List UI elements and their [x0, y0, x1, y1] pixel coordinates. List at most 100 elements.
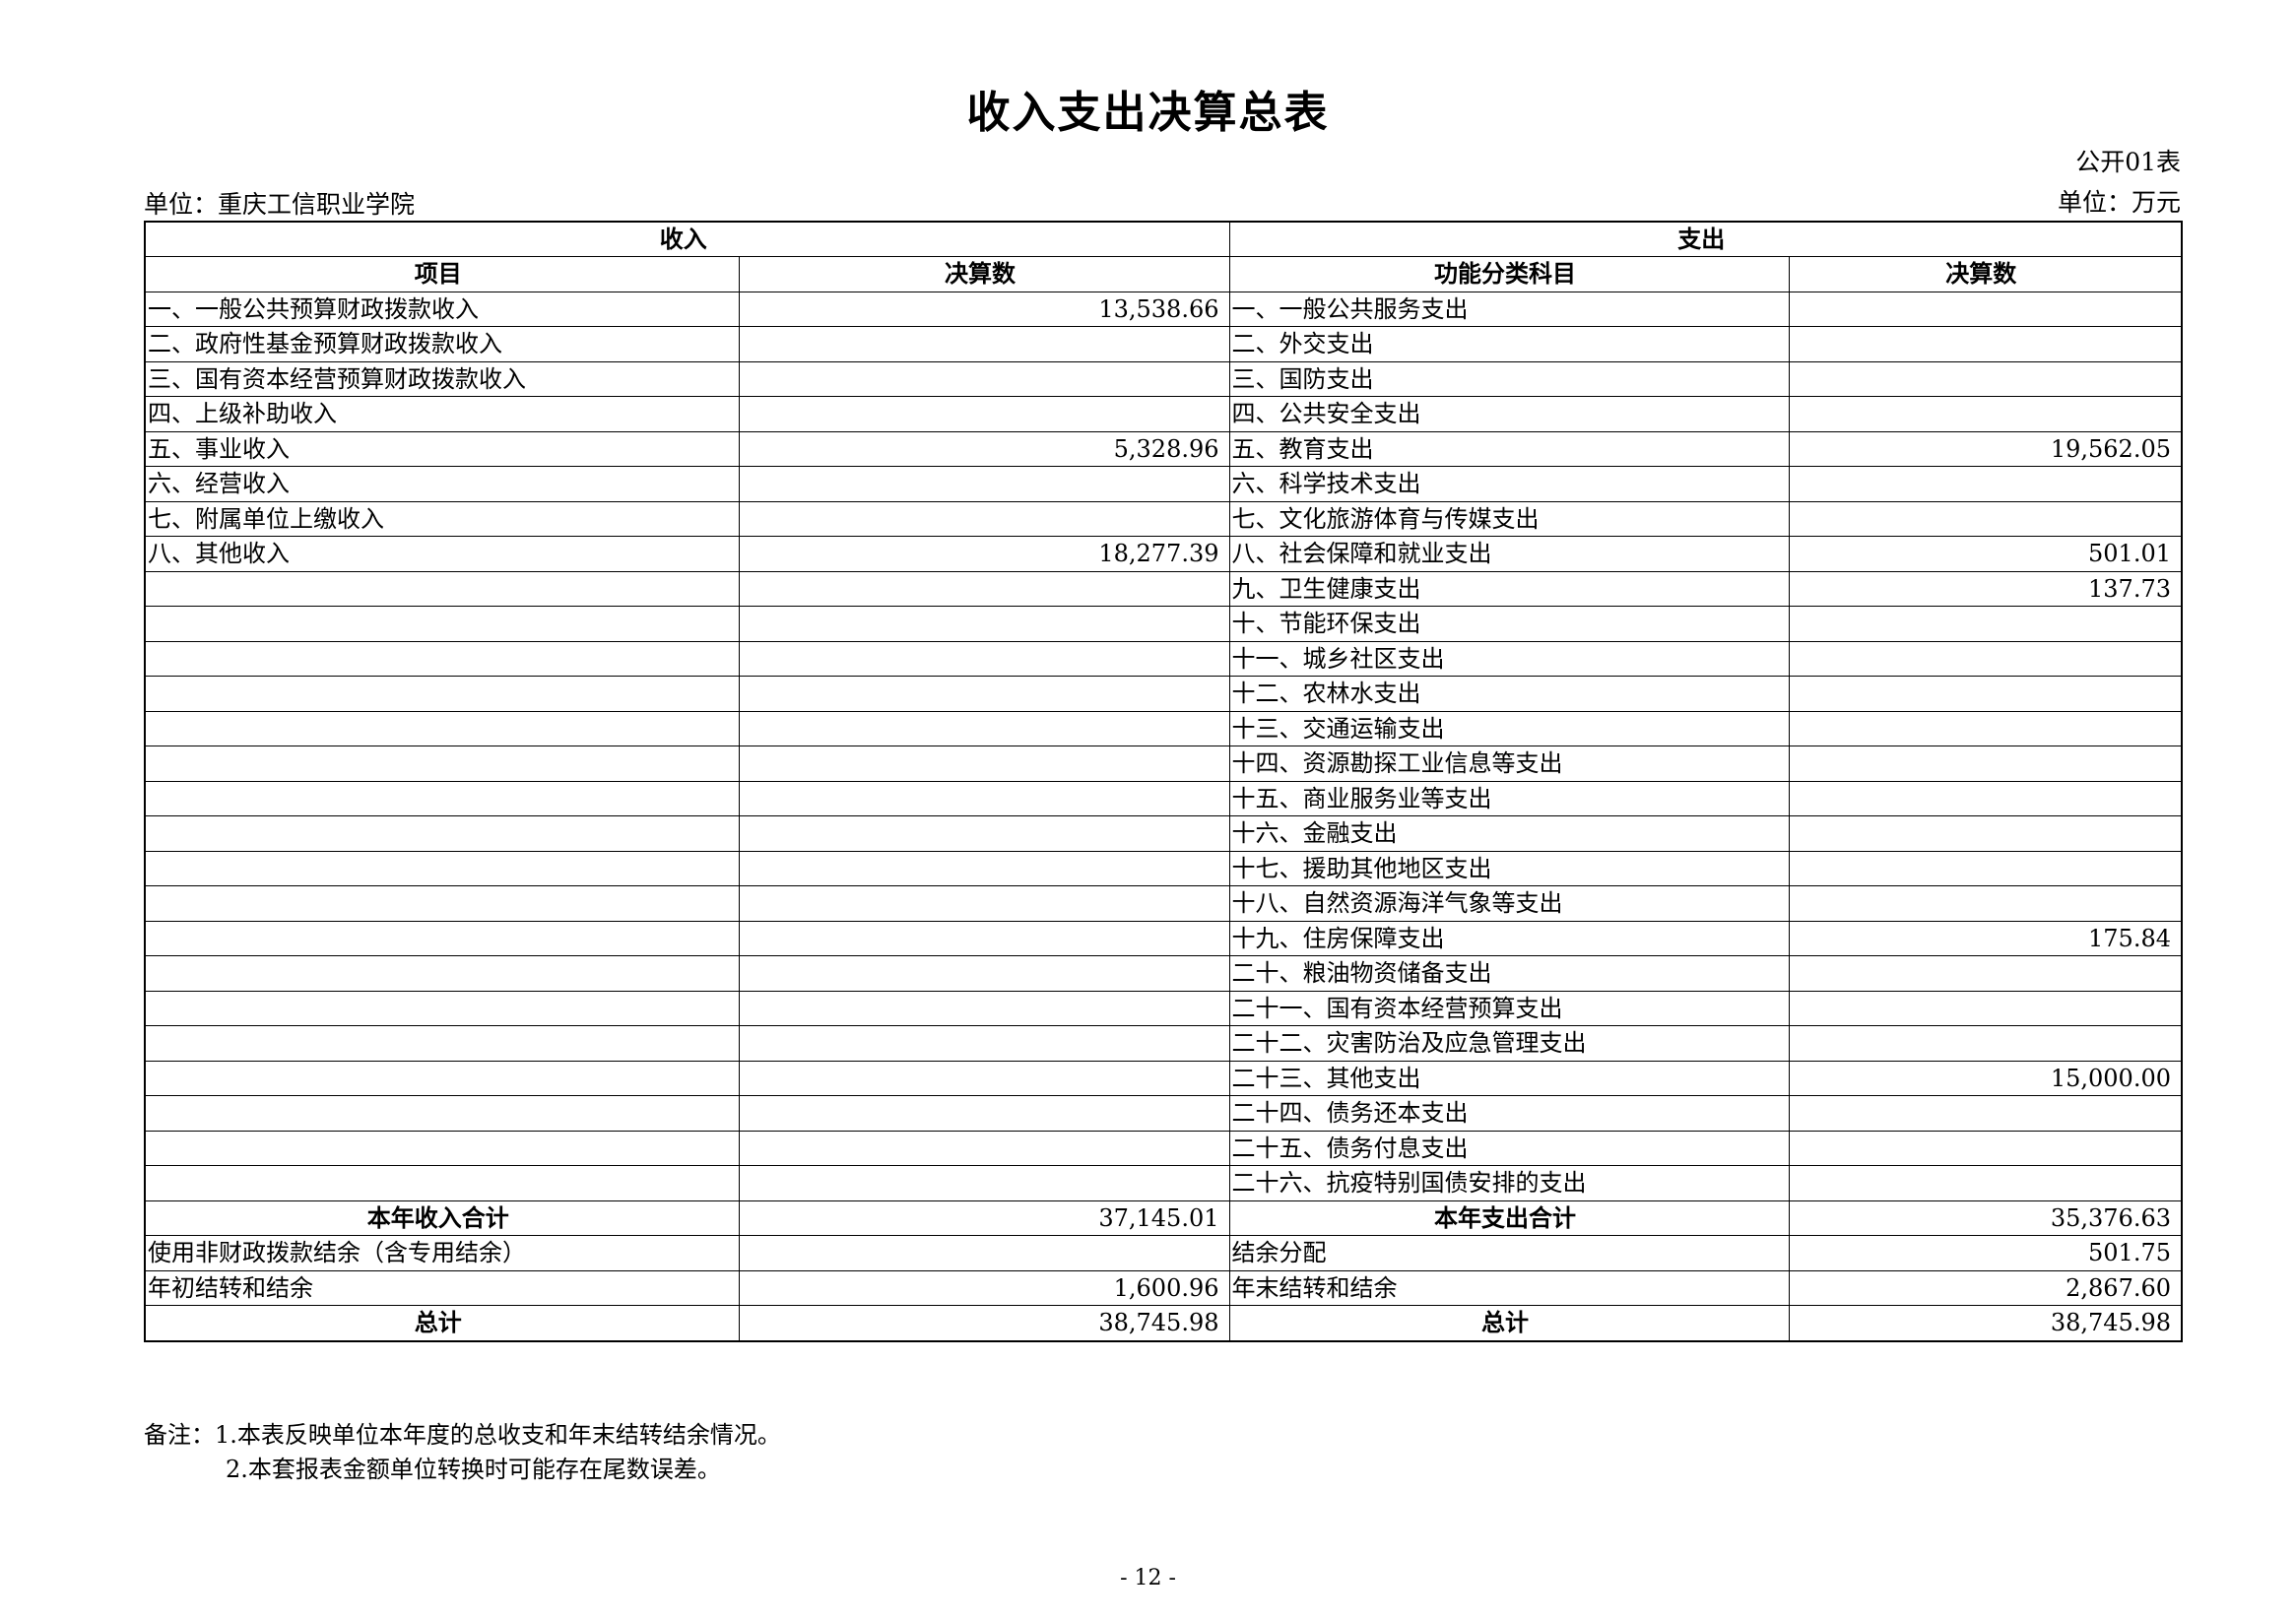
- summary-row: 总计 38,745.98 总计 38,745.98: [144, 1305, 2183, 1341]
- table-row: 一、一般公共预算财政拨款收入 13,538.66 一、一般公共服务支出: [144, 291, 2183, 327]
- income-amount: [738, 850, 1230, 886]
- expense-item: 三、国防支出: [1228, 360, 1790, 397]
- expense-amount: [1788, 990, 2183, 1026]
- income-item: 五、事业收入: [144, 430, 740, 467]
- expense-amount: [1788, 326, 2183, 362]
- expense-amount: [1788, 1095, 2183, 1132]
- income-item: [144, 710, 740, 746]
- expense-item: 六、科学技术支出: [1228, 466, 1790, 502]
- expense-item: 十四、资源勘探工业信息等支出: [1228, 746, 1790, 782]
- income-item: 八、其他收入: [144, 536, 740, 572]
- table-row: 十、节能环保支出: [144, 606, 2183, 642]
- expense-amount: [1788, 466, 2183, 502]
- expense-item: 十三、交通运输支出: [1228, 710, 1790, 746]
- summary-income-label: 年初结转和结余: [144, 1269, 740, 1306]
- summary-income-amount: 38,745.98: [738, 1305, 1230, 1341]
- income-item-header: 项目: [144, 256, 740, 292]
- note-1: 备注：1.本表反映单位本年度的总收支和年末结转结余情况。: [144, 1421, 781, 1449]
- table-row: 六、经营收入 六、科学技术支出: [144, 466, 2183, 502]
- table-row: 十六、金融支出: [144, 815, 2183, 852]
- summary-expense-label: 本年支出合计: [1228, 1200, 1790, 1236]
- summary-income-label: 总计: [144, 1305, 740, 1341]
- income-amount: 13,538.66: [738, 291, 1230, 327]
- expense-amount: 175.84: [1788, 920, 2183, 956]
- expense-item: 二十二、灾害防治及应急管理支出: [1228, 1025, 1790, 1062]
- summary-row: 使用非财政拨款结余（含专用结余） 结余分配 501.75: [144, 1235, 2183, 1271]
- table-row: 十四、资源勘探工业信息等支出: [144, 746, 2183, 782]
- income-amount: [738, 606, 1230, 642]
- income-item: [144, 1025, 740, 1062]
- expense-amount: [1788, 640, 2183, 677]
- income-amount: 18,277.39: [738, 536, 1230, 572]
- income-item: 六、经营收入: [144, 466, 740, 502]
- income-item: [144, 815, 740, 852]
- page-title: 收入支出决算总表: [966, 88, 1330, 138]
- income-amount-header: 决算数: [738, 256, 1230, 292]
- income-item: [144, 920, 740, 956]
- income-item: 三、国有资本经营预算财政拨款收入: [144, 360, 740, 397]
- summary-expense-amount: 2,867.60: [1788, 1269, 2183, 1306]
- income-item: 四、上级补助收入: [144, 396, 740, 432]
- income-amount: [738, 326, 1230, 362]
- expense-amount: 501.01: [1788, 536, 2183, 572]
- table-row: 二、政府性基金预算财政拨款收入 二、外交支出: [144, 326, 2183, 362]
- income-amount: [738, 500, 1230, 537]
- income-expense-table: 收入 支出 项目 决算数 功能分类科目 决算数 一、一般公共预算财政拨款收入 13…: [144, 221, 2183, 1342]
- income-amount: [738, 885, 1230, 922]
- expense-item: 七、文化旅游体育与传媒支出: [1228, 500, 1790, 537]
- summary-expense-amount: 35,376.63: [1788, 1200, 2183, 1236]
- income-item: [144, 640, 740, 677]
- expense-amount: [1788, 1165, 2183, 1201]
- income-amount: [738, 466, 1230, 502]
- income-item: [144, 1165, 740, 1201]
- summary-income-label: 本年收入合计: [144, 1200, 740, 1236]
- table-row: 二十三、其他支出 15,000.00: [144, 1060, 2183, 1096]
- expense-item: 十五、商业服务业等支出: [1228, 780, 1790, 816]
- expense-amount: 15,000.00: [1788, 1060, 2183, 1096]
- summary-expense-amount: 501.75: [1788, 1235, 2183, 1271]
- income-item: 七、附属单位上缴收入: [144, 500, 740, 537]
- expense-amount: [1788, 885, 2183, 922]
- expense-amount: [1788, 1130, 2183, 1166]
- summary-income-amount: [738, 1235, 1230, 1271]
- income-amount: [738, 780, 1230, 816]
- income-amount: [738, 676, 1230, 712]
- table-row: 十二、农林水支出: [144, 676, 2183, 712]
- expense-amount: [1788, 746, 2183, 782]
- table-row: 七、附属单位上缴收入 七、文化旅游体育与传媒支出: [144, 500, 2183, 537]
- expense-item: 四、公共安全支出: [1228, 396, 1790, 432]
- income-amount: [738, 1025, 1230, 1062]
- table-row: 三、国有资本经营预算财政拨款收入 三、国防支出: [144, 360, 2183, 397]
- expense-amount: [1788, 360, 2183, 397]
- income-item: [144, 955, 740, 992]
- income-amount: [738, 1165, 1230, 1201]
- expense-item: 十九、住房保障支出: [1228, 920, 1790, 956]
- expense-item: 二十三、其他支出: [1228, 1060, 1790, 1096]
- income-amount: [738, 640, 1230, 677]
- expense-item: 二、外交支出: [1228, 326, 1790, 362]
- table-row: 二十四、债务还本支出: [144, 1095, 2183, 1132]
- income-amount: [738, 1060, 1230, 1096]
- expense-item: 二十六、抗疫特别国债安排的支出: [1228, 1165, 1790, 1201]
- income-item: [144, 1060, 740, 1096]
- summary-income-label: 使用非财政拨款结余（含专用结余）: [144, 1235, 740, 1271]
- table-row: 四、上级补助收入 四、公共安全支出: [144, 396, 2183, 432]
- page-number: - 12 -: [1120, 1566, 1176, 1590]
- unit-organization: 单位：重庆工信职业学院: [144, 190, 416, 219]
- income-item: [144, 606, 740, 642]
- summary-row: 本年收入合计 37,145.01 本年支出合计 35,376.63: [144, 1200, 2183, 1236]
- expense-item: 八、社会保障和就业支出: [1228, 536, 1790, 572]
- table-row: 二十二、灾害防治及应急管理支出: [144, 1025, 2183, 1062]
- expense-amount: [1788, 500, 2183, 537]
- summary-expense-label: 结余分配: [1228, 1235, 1790, 1271]
- table-row: 五、事业收入 5,328.96 五、教育支出 19,562.05: [144, 430, 2183, 467]
- income-amount: [738, 396, 1230, 432]
- expense-item: 十六、金融支出: [1228, 815, 1790, 852]
- income-item: [144, 746, 740, 782]
- table-row: 十五、商业服务业等支出: [144, 780, 2183, 816]
- expense-amount: [1788, 676, 2183, 712]
- expense-item: 二十四、债务还本支出: [1228, 1095, 1790, 1132]
- expense-amount: [1788, 850, 2183, 886]
- summary-expense-label: 总计: [1228, 1305, 1790, 1341]
- income-item: [144, 885, 740, 922]
